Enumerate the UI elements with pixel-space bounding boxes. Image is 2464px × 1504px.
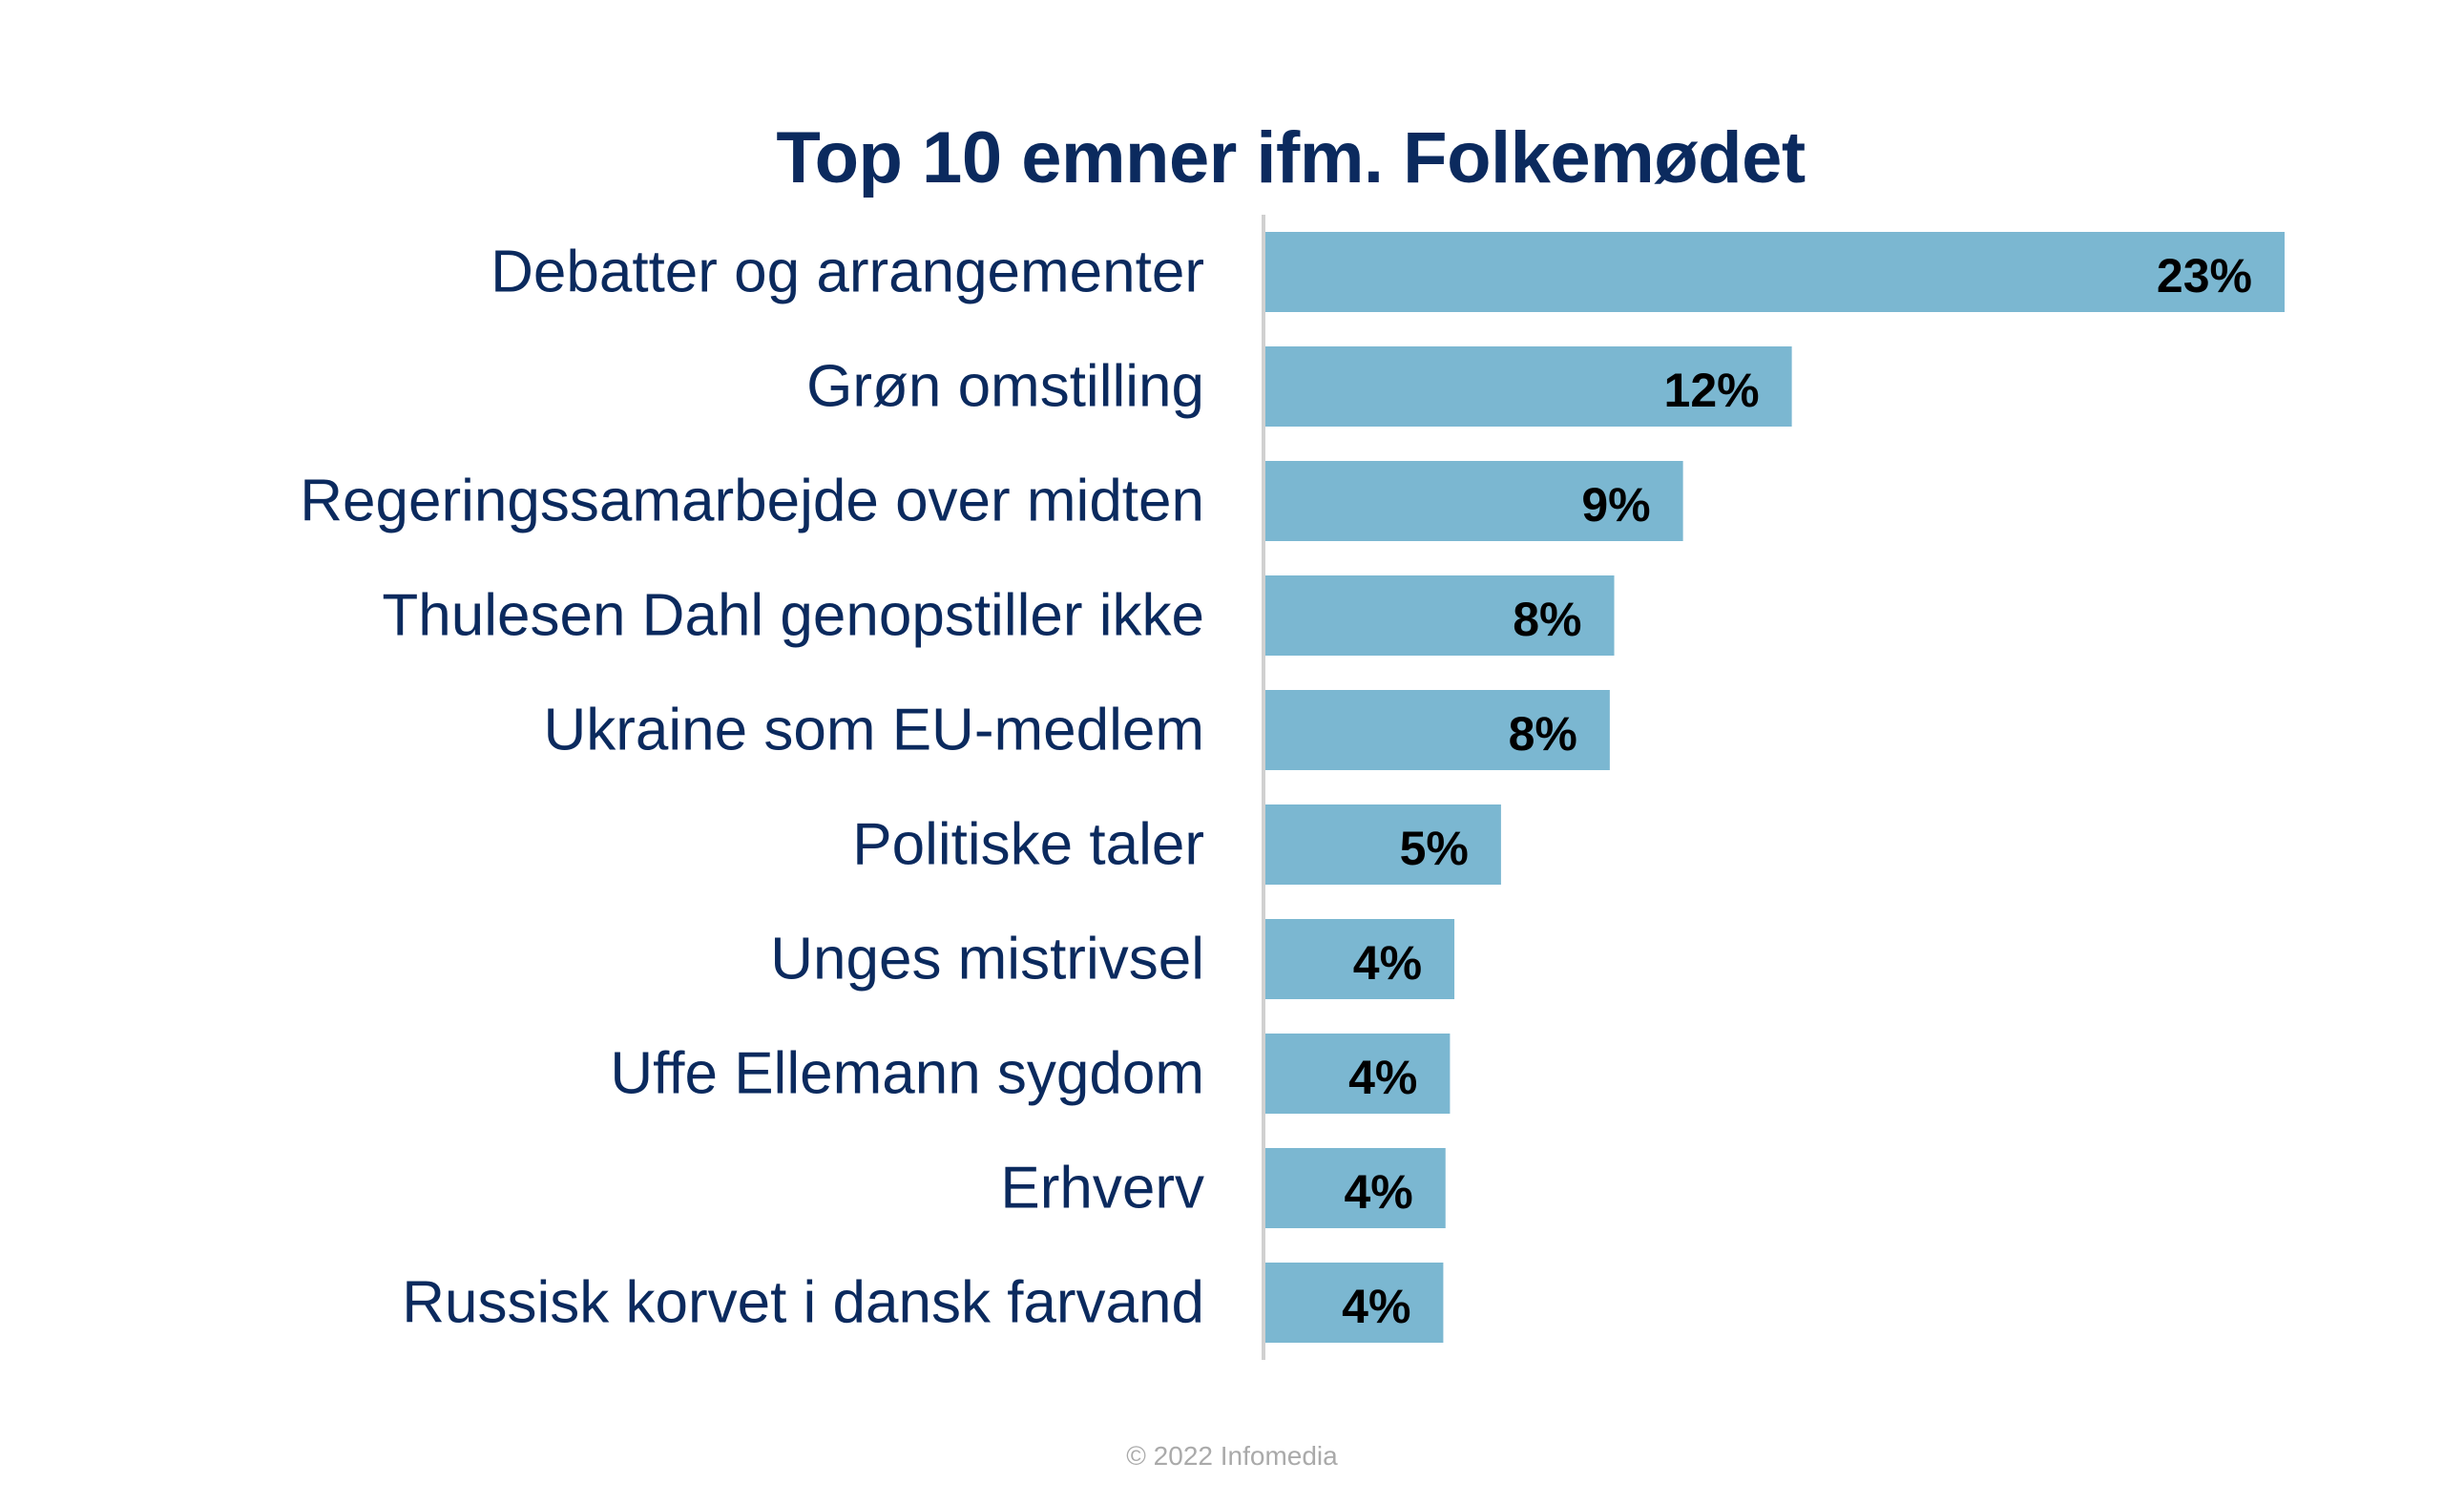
bar: [1263, 690, 1610, 770]
data-label: 4%: [1342, 1280, 1410, 1333]
category-label: Regeringssamarbejde over midten: [300, 469, 1204, 534]
category-label: Politiske taler: [852, 812, 1204, 878]
data-label: 4%: [1344, 1165, 1412, 1219]
bar: [1263, 461, 1683, 541]
category-label: Ukraine som EU-medlem: [543, 698, 1204, 763]
bar: [1263, 575, 1615, 656]
category-label: Grøn omstilling: [806, 354, 1204, 420]
data-label: 8%: [1509, 707, 1577, 761]
data-label: 5%: [1400, 822, 1469, 875]
bar: [1263, 1034, 1451, 1114]
data-label: 4%: [1353, 936, 1422, 990]
data-label: 4%: [1348, 1051, 1417, 1104]
bar: [1263, 1148, 1446, 1228]
data-label: 9%: [1581, 478, 1650, 532]
bars-layer: Debatter og arrangementer 23% Grøn omstill…: [300, 232, 2285, 1343]
chart-title: Top 10 emner ifm. Folkemødet: [776, 117, 1806, 198]
category-label: Uffe Ellemann sygdom: [610, 1041, 1204, 1107]
bar: [1263, 232, 2285, 312]
bar: [1263, 804, 1501, 885]
bar: [1263, 1263, 1444, 1343]
category-label: Unges mistrivsel: [770, 927, 1204, 992]
category-label: Erhverv: [1000, 1156, 1204, 1222]
category-label: Russisk korvet i dansk farvand: [402, 1270, 1204, 1336]
category-label: Thulesen Dahl genopstiller ikke: [382, 583, 1204, 649]
data-label: 23%: [2157, 249, 2252, 303]
data-label: 12%: [1664, 364, 1760, 417]
category-label: Debatter og arrangementer: [491, 240, 1204, 305]
data-label: 8%: [1513, 593, 1581, 646]
bar: [1263, 919, 1455, 999]
copyright-notice: © 2022 Infomedia: [1126, 1441, 1338, 1471]
bar: [1263, 346, 1792, 427]
